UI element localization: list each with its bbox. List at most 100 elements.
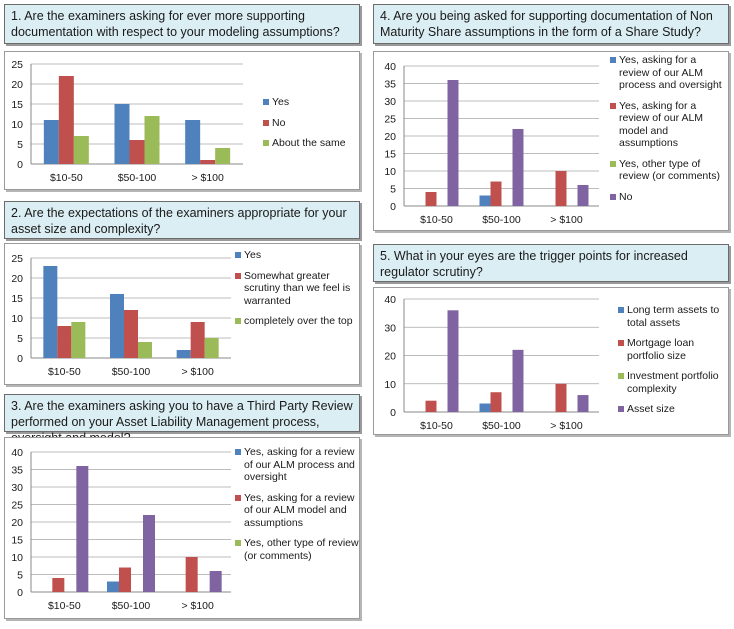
legend-swatch: [610, 160, 616, 167]
legend-item: No: [263, 117, 358, 130]
bar-purple: [447, 310, 459, 412]
legend-item: Yes: [235, 249, 357, 262]
legend-item: Asset size: [618, 403, 726, 416]
legend-swatch: [235, 494, 241, 501]
legend-swatch: [235, 318, 241, 324]
chart-q4-legend: Yes, asking for a review of our ALM proc…: [610, 54, 728, 211]
y-tick-label: 20: [384, 351, 396, 363]
legend-item: completely over the top: [235, 315, 357, 328]
x-category-label: $10-50: [48, 600, 81, 612]
question-1-title: 1. Are the examiners asking for ever mor…: [11, 9, 340, 39]
bar-red: [555, 383, 567, 412]
bar-red: [57, 326, 72, 358]
bar-blue: [114, 104, 130, 164]
bar-blue: [185, 120, 201, 164]
x-category-label: $10-50: [50, 172, 83, 184]
legend-swatch: [263, 140, 269, 146]
y-tick-label: 10: [11, 313, 23, 325]
y-tick-label: 5: [390, 184, 396, 196]
chart-q2-plot: 0 5 10 15 20 25 $10-50 $50-100 > $100: [11, 253, 231, 378]
y-tick-label: 20: [11, 79, 23, 91]
legend-swatch: [618, 340, 624, 346]
x-category-label: $50-100: [112, 600, 151, 612]
question-1-title-box: 1. Are the examiners asking for ever mor…: [4, 4, 360, 44]
legend-item: Yes, other type of review (or comments): [235, 537, 359, 562]
bar-purple: [76, 466, 89, 592]
x-category-label: $50-100: [482, 420, 521, 432]
y-tick-label: 15: [11, 293, 23, 305]
chart-q5: 0 10 20 30 40 $10-50 $50-100 > $100 Long term a…: [373, 287, 729, 435]
y-tick-label: 0: [17, 159, 23, 171]
legend-swatch: [263, 99, 269, 105]
x-category-label: > $100: [181, 600, 214, 612]
x-category-label: > $100: [191, 172, 224, 184]
legend-label: Yes, other type of review (or comments): [619, 157, 720, 183]
legend-item: Yes, asking for a review of our ALM mode…: [235, 492, 359, 530]
legend-swatch: [235, 272, 241, 279]
bar-blue: [176, 350, 191, 358]
legend-label: Investment portfolio complexity: [627, 370, 719, 395]
bar-red: [124, 310, 138, 358]
y-tick-label: 10: [11, 552, 23, 564]
y-tick-label: 25: [11, 500, 23, 512]
bar-purple: [577, 185, 589, 206]
bar-red: [425, 400, 437, 412]
bar-red: [185, 557, 198, 592]
y-tick-label: 5: [17, 333, 23, 345]
bar-red: [200, 160, 216, 164]
x-category-label: $10-50: [48, 366, 81, 378]
legend-label: Somewhat greater scrutiny than we feel i…: [244, 269, 351, 307]
chart-q1-legend: Yes No About the same: [263, 96, 358, 158]
bar-red: [490, 181, 502, 206]
y-tick-label: 25: [11, 59, 23, 71]
x-category-label: $10-50: [420, 420, 453, 432]
bar-blue: [479, 195, 491, 206]
y-tick-label: 10: [384, 166, 396, 178]
legend-item: Yes, asking for a review of our ALM proc…: [610, 54, 728, 92]
legend-label: No: [272, 116, 286, 129]
y-tick-label: 0: [17, 587, 23, 599]
x-category-label: > $100: [550, 214, 583, 226]
bar-red: [555, 171, 567, 206]
legend-label: Asset size: [627, 403, 675, 415]
legend-label: Yes: [272, 96, 290, 108]
chart-q4: 0 5 10 15 20 25 30 35 40 $10-50 $50-100 > $100 Yes,…: [373, 51, 729, 231]
y-tick-label: 30: [384, 322, 396, 334]
y-tick-label: 5: [17, 139, 23, 151]
y-tick-label: 30: [384, 96, 396, 108]
question-4-title-box: 4. Are you being asked for supporting do…: [373, 4, 729, 44]
legend-label: completely over the top: [244, 315, 353, 327]
y-tick-label: 0: [390, 201, 396, 213]
y-tick-label: 0: [390, 407, 396, 419]
y-tick-label: 25: [11, 253, 23, 265]
chart-q4-plot: 0 5 10 15 20 25 30 35 40 $10-50 $50-100 > $100: [384, 61, 599, 226]
bar-red: [190, 322, 205, 358]
chart-q5-legend: Long term assets to total assets Mortgage…: [618, 304, 726, 424]
x-category-label: $10-50: [420, 214, 453, 226]
legend-swatch: [618, 307, 624, 313]
bar-purple: [577, 395, 589, 412]
y-tick-label: 35: [384, 79, 396, 91]
y-tick-label: 15: [384, 149, 396, 161]
chart-q5-plot: 0 10 20 30 40 $10-50 $50-100 > $100: [384, 294, 599, 432]
legend-item: Yes, asking for a review of our ALM proc…: [235, 446, 359, 484]
legend-label: Yes, asking for a review of our ALM proc…: [619, 54, 722, 91]
bar-purple: [143, 515, 155, 592]
y-tick-label: 10: [384, 379, 396, 391]
bar-green: [73, 136, 89, 164]
legend-swatch: [618, 373, 624, 379]
question-2-title: 2. Are the expectations of the examiners…: [11, 206, 347, 236]
x-category-label: $50-100: [118, 172, 157, 184]
y-tick-label: 5: [17, 570, 23, 582]
bar-red: [425, 192, 437, 206]
x-category-label: > $100: [181, 366, 214, 378]
legend-item: Long term assets to total assets: [618, 304, 726, 329]
legend-swatch: [235, 449, 241, 455]
bar-blue: [43, 266, 58, 358]
y-tick-label: 40: [384, 294, 396, 306]
legend-swatch: [618, 406, 624, 412]
chart-q1: 0 5 10 15 20 25 $10-50 $50-100 > $100 Yes No About…: [4, 51, 360, 190]
bar-blue: [110, 294, 124, 358]
y-tick-label: 35: [11, 465, 23, 477]
chart-q3-plot: 0 5 10 15 20 25 30 35 40 $10-50 $50-100 > $100: [11, 447, 231, 612]
